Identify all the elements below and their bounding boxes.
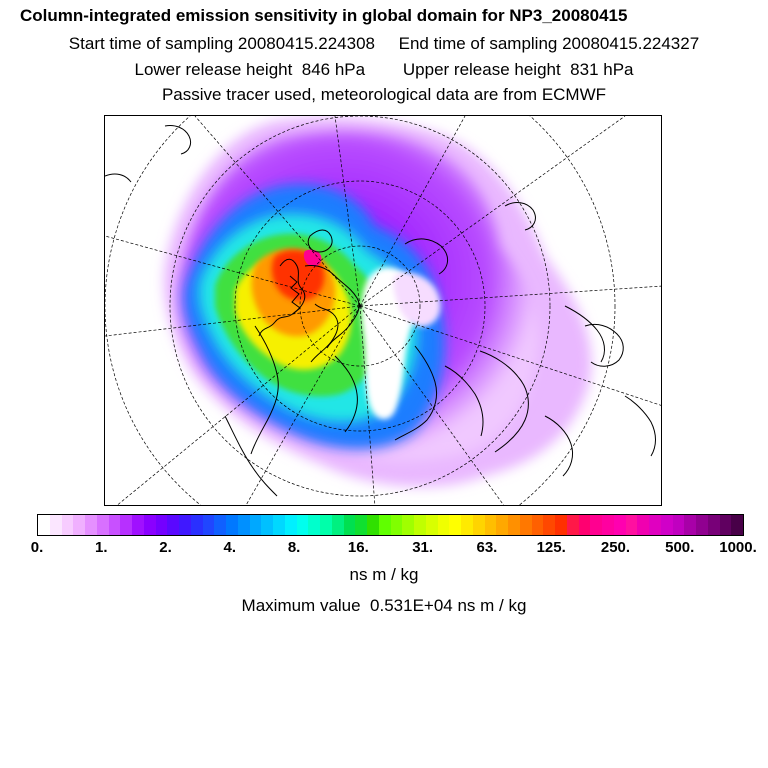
- colorbar-swatch: [273, 515, 285, 535]
- colorbar-swatch: [261, 515, 273, 535]
- latitude-circles: [105, 116, 616, 505]
- colorbar-swatch: [684, 515, 696, 535]
- colorbar-tick-label: 250.: [600, 539, 631, 556]
- colorbar: [37, 514, 744, 536]
- colorbar-swatch: [390, 515, 403, 535]
- colorbar-swatch: [437, 515, 450, 535]
- colorbar-tick-label: 500.: [665, 539, 695, 556]
- colorbar-swatch: [472, 515, 485, 535]
- colorbar-swatch: [555, 515, 567, 535]
- colorbar-swatch: [190, 515, 203, 535]
- colorbar-swatch: [449, 515, 461, 535]
- colorbar-swatch: [602, 515, 614, 535]
- colorbar-swatch: [531, 515, 544, 535]
- colorbar-swatch: [508, 515, 520, 535]
- colorbar-unit-label: ns m / kg: [349, 565, 419, 584]
- colorbar-swatch: [496, 515, 508, 535]
- colorbar-tick-label: 63.: [476, 539, 498, 556]
- colorbar-swatch: [143, 515, 156, 535]
- maximum-value-text: Maximum value 0.531E+04 ns m / kg: [241, 596, 527, 615]
- colorbar-tick-label: 8.: [287, 539, 301, 556]
- plume-clear-hole-east: [393, 272, 441, 327]
- meridian-lines: [105, 116, 661, 505]
- colorbar-swatch: [108, 515, 121, 535]
- colorbar-swatch: [237, 515, 250, 535]
- colorbar-swatch: [402, 515, 414, 535]
- colorbar-swatch: [378, 515, 391, 535]
- tracer-info-line: Passive tracer used, meteorological data…: [161, 85, 607, 104]
- colorbar-swatch: [696, 515, 708, 535]
- colorbar-tick-label: 0.: [30, 539, 44, 556]
- colorbar-tick-label: 125.: [536, 539, 566, 556]
- colorbar-swatch: [355, 515, 367, 535]
- colorbar-swatch: [731, 515, 743, 535]
- colorbar-swatch: [707, 515, 720, 535]
- colorbar-swatch: [226, 515, 238, 535]
- colorbar-swatch: [96, 515, 109, 535]
- colorbar-swatch: [578, 515, 591, 535]
- colorbar-swatch: [519, 515, 532, 535]
- colorbar-swatch: [331, 515, 344, 535]
- map-canvas: [105, 116, 661, 505]
- colorbar-swatch: [613, 515, 626, 535]
- colorbar-tick-label: 31.: [412, 539, 434, 556]
- colorbar-tick-label: 4.: [223, 539, 237, 556]
- colorbar-swatch: [719, 515, 732, 535]
- colorbar-swatch: [566, 515, 579, 535]
- colorbar-swatch: [38, 515, 50, 535]
- colorbar-swatch: [132, 515, 144, 535]
- colorbar-swatch: [308, 515, 320, 535]
- colorbar-swatch: [672, 515, 685, 535]
- sampling-time-line: Start time of sampling 20080415.224308 E…: [68, 34, 700, 53]
- colorbar-swatch: [543, 515, 555, 535]
- colorbar-tick-label: 16.: [347, 539, 369, 556]
- colorbar-swatch: [637, 515, 649, 535]
- colorbar-swatch: [61, 515, 74, 535]
- colorbar-swatch: [284, 515, 297, 535]
- colorbar-swatch: [660, 515, 673, 535]
- colorbar-swatch: [367, 515, 379, 535]
- colorbar-swatch: [179, 515, 191, 535]
- colorbar-tick-label: 1000.: [719, 539, 757, 556]
- plot-title: Column-integrated emission sensitivity i…: [20, 6, 628, 25]
- colorbar-swatch: [214, 515, 226, 535]
- colorbar-swatch: [296, 515, 309, 535]
- colorbar-swatch: [625, 515, 638, 535]
- colorbar-swatch: [320, 515, 332, 535]
- colorbar-swatch: [167, 515, 179, 535]
- colorbar-tick-label: 2.: [159, 539, 172, 556]
- colorbar-swatch: [73, 515, 85, 535]
- colorbar-swatch: [484, 515, 497, 535]
- plume-magenta-hotspot: [303, 249, 322, 267]
- colorbar-swatch: [49, 515, 62, 535]
- colorbar-swatch: [202, 515, 215, 535]
- colorbar-swatch: [414, 515, 426, 535]
- coastlines: [105, 125, 656, 497]
- colorbar-swatch: [590, 515, 602, 535]
- colorbar-tick-label: 1.: [95, 539, 108, 556]
- colorbar-swatch: [425, 515, 438, 535]
- sensitivity-map: [104, 115, 662, 506]
- colorbar-swatch: [85, 515, 97, 535]
- colorbar-swatch: [249, 515, 262, 535]
- colorbar-swatch: [649, 515, 661, 535]
- colorbar-swatch: [155, 515, 168, 535]
- colorbar-swatch: [461, 515, 473, 535]
- colorbar-swatch: [120, 515, 132, 535]
- colorbar-swatch: [343, 515, 356, 535]
- release-height-line: Lower release height 846 hPa Upper relea…: [134, 60, 634, 79]
